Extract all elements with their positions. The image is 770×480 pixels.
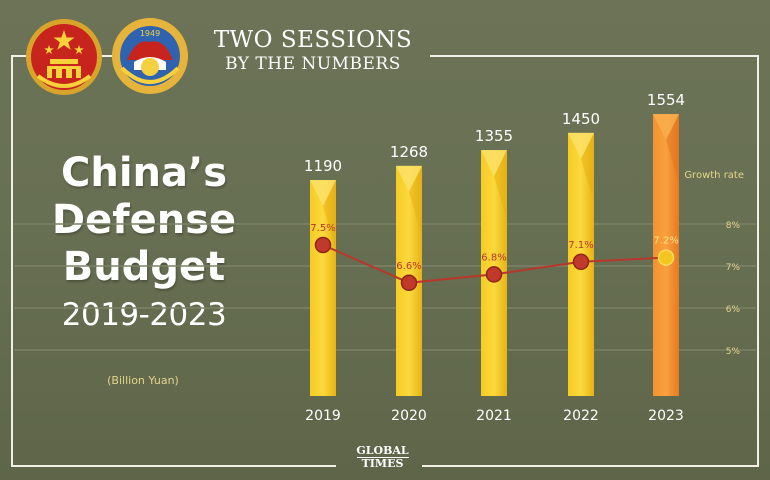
tick-label-rate: 8% bbox=[726, 221, 741, 231]
tick-label-x: 2019 bbox=[305, 408, 341, 424]
value-label: 1450 bbox=[562, 110, 600, 128]
bar-highlight bbox=[310, 180, 336, 207]
tick-label-x: 2020 bbox=[391, 408, 427, 424]
title-block: China’s Defense Budget 2019-2023 bbox=[34, 150, 254, 335]
growth-point-2020 bbox=[400, 274, 418, 292]
national-emblem-icon bbox=[26, 19, 102, 95]
bar-highlight bbox=[481, 150, 507, 177]
logo-line-1: GLOBAL bbox=[356, 444, 409, 457]
tick-label-rate: 6% bbox=[726, 305, 741, 315]
title-line-1: China’s bbox=[60, 150, 227, 196]
title-line-2: Defense bbox=[51, 197, 237, 243]
growth-label: 7.5% bbox=[310, 223, 335, 234]
bar-shade bbox=[666, 114, 679, 184]
growth-label: 7.1% bbox=[568, 240, 593, 251]
tick-label-x: 2022 bbox=[563, 408, 599, 424]
value-label: 1355 bbox=[475, 127, 513, 145]
title-years: 2019-2023 bbox=[61, 297, 227, 333]
bar-shade bbox=[581, 132, 594, 203]
header-line-1: TWO SESSIONS bbox=[213, 27, 413, 53]
tick-label-x: 2023 bbox=[648, 408, 684, 424]
value-label: 1190 bbox=[304, 157, 342, 175]
growth-label: 6.6% bbox=[396, 261, 421, 272]
cppcc-emblem-year: 1949 bbox=[140, 29, 160, 38]
growth-point-2021 bbox=[485, 266, 503, 283]
global-times-logo: GLOBAL TIMES bbox=[330, 445, 435, 469]
unit-label: (Billion Yuan) bbox=[107, 374, 179, 387]
bar-shade bbox=[323, 180, 336, 251]
growth-label: 7.2% bbox=[653, 236, 678, 247]
growth-point-2022 bbox=[572, 253, 590, 271]
tick-label-rate: 7% bbox=[726, 263, 741, 273]
bar-highlight bbox=[653, 114, 679, 140]
bar-shade bbox=[494, 150, 507, 221]
bar-highlight bbox=[568, 132, 594, 159]
chart-bars bbox=[310, 114, 679, 396]
bar-highlight bbox=[396, 165, 422, 192]
value-label: 1554 bbox=[647, 91, 685, 109]
tick-label-rate: 5% bbox=[726, 347, 741, 357]
bar-shade bbox=[409, 165, 422, 236]
chart-labels: 1190 2019 1268 2020 1355 2021 1450 2022 1554 2023… bbox=[304, 91, 744, 424]
tick-label-x: 2021 bbox=[476, 408, 512, 424]
title-line-3: Budget bbox=[62, 244, 226, 290]
chart-grid bbox=[14, 223, 756, 351]
header: TWO SESSIONS BY THE NUMBERS bbox=[200, 26, 426, 74]
growth-point-2019 bbox=[314, 236, 332, 254]
logo-line-2: TIMES bbox=[361, 457, 404, 470]
logo-divider bbox=[356, 457, 409, 458]
cppcc-emblem-icon: 1949 bbox=[112, 18, 188, 94]
growth-line: 7.5% 6.6% 6.8% 7.1% 7.2% bbox=[310, 223, 679, 292]
value-label: 1268 bbox=[390, 143, 428, 161]
header-line-2: BY THE NUMBERS bbox=[225, 54, 401, 74]
growth-label: 6.8% bbox=[481, 252, 506, 263]
growth-point-2023 bbox=[657, 249, 675, 266]
growth-rate-axis-label: Growth rate bbox=[684, 170, 744, 181]
